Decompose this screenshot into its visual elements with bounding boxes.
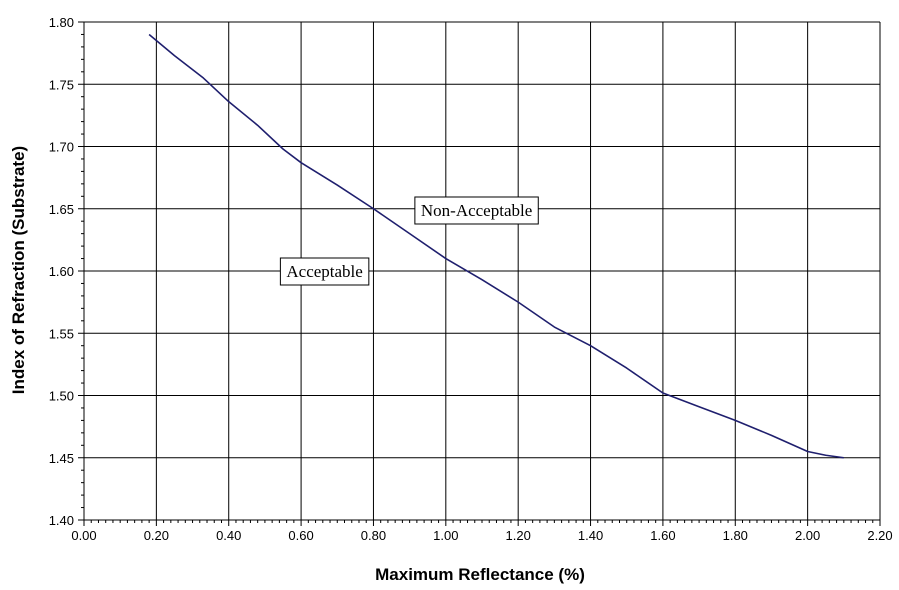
y-tick-label: 1.65 (49, 202, 74, 217)
x-tick-label: 0.40 (216, 528, 241, 543)
annotation: Non-Acceptable (414, 196, 539, 225)
grid (83, 21, 881, 521)
annotation-label: Non-Acceptable (421, 201, 532, 220)
annotation-box (279, 257, 370, 286)
y-tick-label: 1.55 (49, 326, 74, 341)
y-tick-label: 1.70 (49, 140, 74, 155)
y-tick-label: 1.45 (49, 451, 74, 466)
y-tick-label: 1.75 (49, 77, 74, 92)
x-tick-label: 1.40 (578, 528, 603, 543)
x-tick-label: 0.00 (71, 528, 96, 543)
x-tick-label: 2.20 (867, 528, 892, 543)
y-tick-label: 1.50 (49, 389, 74, 404)
y-tick-label: 1.80 (49, 15, 74, 30)
annotations: Non-Acceptable Acceptable (279, 196, 539, 286)
axes (78, 21, 881, 526)
x-tick-label: 1.80 (723, 528, 748, 543)
y-tick-label: 1.60 (49, 264, 74, 279)
x-tick-label: 0.60 (288, 528, 313, 543)
x-tick-label: 0.80 (361, 528, 386, 543)
x-tick-label: 2.00 (795, 528, 820, 543)
annotation-label: Acceptable (286, 262, 362, 281)
x-tick-label: 0.20 (144, 528, 169, 543)
tick-labels: 0.00 0.20 0.40 0.60 0.80 1.00 1.20 1.40 1.60 1.80… (49, 15, 893, 543)
series-layer (148, 33, 844, 459)
x-axis-title: Maximum Reflectance (%) (375, 565, 585, 584)
y-tick-label: 1.40 (49, 513, 74, 528)
x-tick-label: 1.00 (433, 528, 458, 543)
annotation-box (414, 196, 539, 225)
series-line (148, 33, 844, 459)
x-tick-label: 1.20 (506, 528, 531, 543)
x-tick-label: 1.60 (650, 528, 675, 543)
annotation: Acceptable (279, 257, 370, 286)
y-axis-title: Index of Refraction (Substrate) (9, 146, 28, 394)
